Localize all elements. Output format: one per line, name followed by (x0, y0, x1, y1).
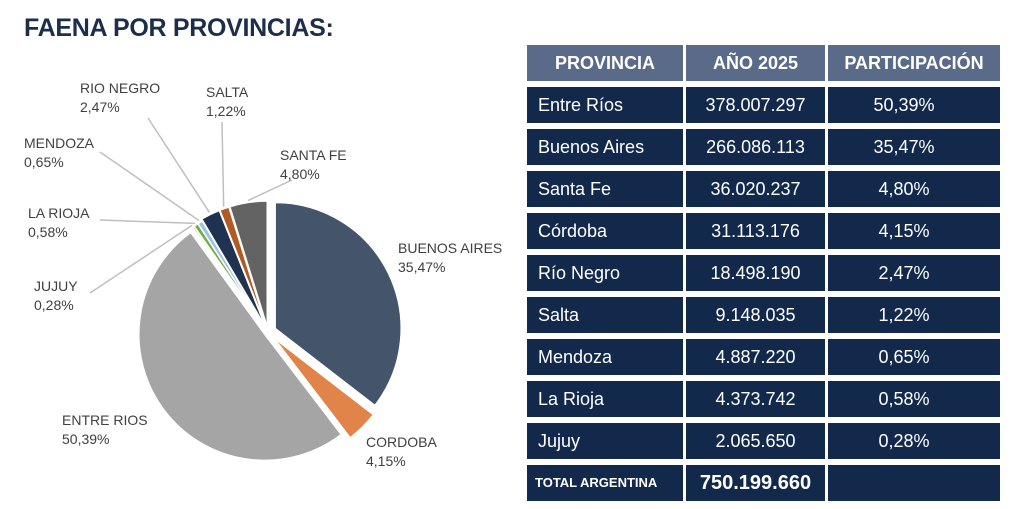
province-table: PROVINCIA AÑO 2025 PARTICIPACIÓN Entre Ríos… (527, 45, 1000, 507)
year-2025-cell: 750.199.660 (686, 465, 825, 501)
year-2025-cell: 266.086.113 (686, 129, 825, 165)
data-label-value: 0,65% (24, 154, 64, 170)
province-cell: La Rioja (527, 381, 683, 417)
table-row: Buenos Aires 266.086.113 35,47% (527, 129, 1000, 165)
province-cell: TOTAL ARGENTINA (527, 465, 683, 501)
data-label-label: SALTA (206, 84, 249, 100)
table-row: Entre Ríos 378.007.297 50,39% (527, 87, 1000, 123)
data-label-value: 50,39% (62, 431, 109, 447)
leader-line (247, 179, 293, 202)
province-cell: Córdoba (527, 213, 683, 249)
pie-slice-buenos-aires (274, 201, 402, 407)
data-label-value: 4,80% (280, 166, 320, 182)
data-label-label: CORDOBA (366, 434, 437, 450)
table-total-row: TOTAL ARGENTINA 750.199.660 (527, 465, 1000, 501)
share-cell: 4,80% (828, 171, 1000, 207)
table-row: La Rioja 4.373.742 0,58% (527, 381, 1000, 417)
data-label-label: JUJUY (34, 278, 78, 294)
share-cell (828, 465, 1000, 501)
leader-line (221, 121, 225, 207)
table-header: PROVINCIA AÑO 2025 PARTICIPACIÓN (527, 45, 1000, 81)
data-label-label: LA RIOJA (28, 205, 90, 221)
data-label-value: 4,15% (366, 453, 406, 469)
table-row: Jujuy 2.065.650 0,28% (527, 423, 1000, 459)
year-2025-cell: 4.373.742 (686, 381, 825, 417)
year-2025-cell: 4.887.220 (686, 339, 825, 375)
pie-slice-entre-rios (138, 231, 343, 462)
leader-line (147, 117, 211, 213)
province-cell: Mendoza (527, 339, 683, 375)
table-row: Río Negro 18.498.190 2,47% (527, 255, 1000, 291)
data-label-label: BUENOS AIRES (398, 240, 502, 256)
table-row: Salta 9.148.035 1,22% (527, 297, 1000, 333)
data-label-label: RIO NEGRO (80, 80, 160, 96)
province-cell: Entre Ríos (527, 87, 683, 123)
share-cell: 1,22% (828, 297, 1000, 333)
province-cell: Río Negro (527, 255, 683, 291)
data-label-value: 0,28% (34, 297, 74, 313)
year-2025-cell: 18.498.190 (686, 255, 825, 291)
share-cell: 50,39% (828, 87, 1000, 123)
data-label-label: MENDOZA (24, 135, 95, 151)
table-row: Mendoza 4.887.220 0,65% (527, 339, 1000, 375)
pie-slice-cordoba (273, 337, 375, 439)
table-row: Córdoba 31.113.176 4,15% (527, 213, 1000, 249)
data-label-value: 35,47% (398, 259, 445, 275)
data-label-label: SANTA FE (280, 147, 347, 163)
pie-slice-salta (218, 206, 268, 328)
province-cell: Buenos Aires (527, 129, 683, 165)
data-label-value: 2,47% (80, 99, 120, 115)
pie-slice-santa-fe (228, 200, 268, 328)
share-cell: 35,47% (828, 129, 1000, 165)
year-2025-cell: 2.065.650 (686, 423, 825, 459)
year-2025-cell: AÑO 2025 (686, 45, 825, 81)
pie-chart: BUENOS AIRES 35,47% CORDOBA 4,15% ENTRE RIOS… (24, 80, 502, 469)
leader-line (99, 151, 200, 222)
province-cell: PROVINCIA (527, 45, 683, 81)
share-cell: 2,47% (828, 255, 1000, 291)
share-cell: PARTICIPACIÓN (828, 45, 1000, 81)
leader-line (89, 224, 193, 294)
year-2025-cell: 31.113.176 (686, 213, 825, 249)
leader-line (99, 219, 195, 225)
table-row: Santa Fe 36.020.237 4,80% (527, 171, 1000, 207)
data-label-value: 1,22% (206, 103, 246, 119)
data-label-label: ENTRE RIOS (62, 412, 148, 428)
province-cell: Santa Fe (527, 171, 683, 207)
year-2025-cell: 378.007.297 (686, 87, 825, 123)
year-2025-cell: 36.020.237 (686, 171, 825, 207)
page-title: FAENA POR PROVINCIAS: (24, 14, 334, 42)
province-cell: Salta (527, 297, 683, 333)
data-label-value: 0,58% (28, 224, 68, 240)
share-cell: 4,15% (828, 213, 1000, 249)
share-cell: 0,28% (828, 423, 1000, 459)
share-cell: 0,65% (828, 339, 1000, 375)
province-cell: Jujuy (527, 423, 683, 459)
share-cell: 0,58% (828, 381, 1000, 417)
year-2025-cell: 9.148.035 (686, 297, 825, 333)
